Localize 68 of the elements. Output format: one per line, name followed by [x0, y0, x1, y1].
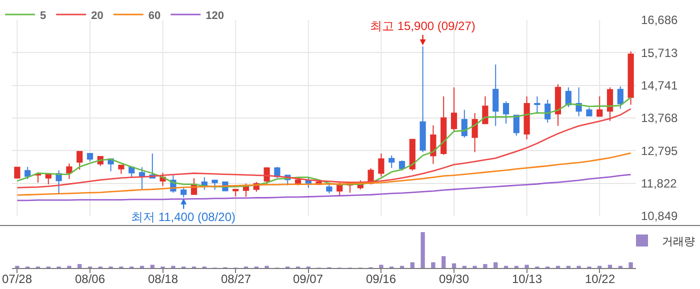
bar [524, 264, 529, 268]
x-tick-label: 08/18 [148, 272, 178, 286]
candlestick [66, 163, 72, 180]
candlestick [513, 114, 520, 136]
candlestick [76, 150, 83, 170]
bar [628, 262, 633, 268]
x-tick-label: 10/13 [512, 272, 542, 286]
y-tick-label: 15,713 [641, 46, 678, 60]
candlestick [617, 86, 624, 110]
bar [483, 264, 488, 268]
candlestick [388, 154, 395, 168]
annotation: 최저 11,400 (08/20) [131, 210, 236, 224]
candlestick [502, 100, 510, 124]
candlestick [24, 166, 31, 180]
candlestick [461, 109, 468, 138]
x-tick-label: 09/16 [366, 272, 396, 286]
bar [78, 264, 82, 268]
bar [420, 232, 425, 268]
legend-label: 5 [40, 10, 46, 22]
candlestick [482, 96, 488, 124]
y-tick-label: 12,795 [641, 144, 678, 158]
candlestick [596, 96, 603, 117]
y-tick-label: 14,741 [641, 78, 678, 92]
y-tick-label: 13,768 [641, 111, 678, 126]
candlestick [606, 86, 614, 122]
candlestick [430, 124, 436, 164]
bar [379, 264, 384, 268]
candlestick [492, 64, 499, 126]
x-tick-label: 08/27 [221, 272, 252, 286]
candlestick [524, 96, 530, 140]
bar [431, 262, 436, 268]
candlestick [14, 166, 20, 180]
bar [410, 262, 414, 268]
candlestick [544, 99, 551, 124]
candlestick [86, 152, 94, 162]
candlestick [628, 50, 634, 106]
x-tick-label: 08/06 [75, 272, 106, 286]
bar [442, 256, 446, 268]
candlestick [472, 112, 478, 153]
candlestick [118, 164, 124, 174]
candlestick [232, 188, 239, 197]
legend-label: 20 [91, 10, 104, 22]
annotation: 최고 15,900 (09/27) [370, 19, 476, 33]
candlestick [326, 182, 332, 194]
candlestick [242, 183, 250, 198]
y-tick-label: 10,849 [641, 209, 678, 224]
candlestick [409, 138, 416, 172]
y-tick-label: 11,822 [641, 176, 678, 190]
bar [494, 262, 498, 268]
candlestick [440, 96, 447, 156]
candlestick [378, 152, 384, 178]
legend-label: 거래량 [662, 236, 695, 248]
x-tick-label: 10/22 [585, 272, 616, 286]
candlestick [554, 84, 562, 126]
candlestick [534, 96, 540, 114]
x-tick-label: 09/07 [293, 272, 324, 286]
candlestick [565, 86, 572, 108]
y-tick-label: 16,686 [641, 13, 678, 28]
candlestick [586, 107, 592, 116]
x-tick-label: 09/30 [439, 272, 470, 286]
candlestick [450, 86, 458, 132]
bar [452, 263, 456, 268]
x-tick-label: 07/28 [2, 272, 32, 286]
line-series [16, 152, 632, 196]
candlestick [138, 166, 146, 190]
candlestick [201, 176, 208, 190]
legend-label: 120 [206, 10, 224, 22]
legend-label: 60 [148, 10, 161, 22]
